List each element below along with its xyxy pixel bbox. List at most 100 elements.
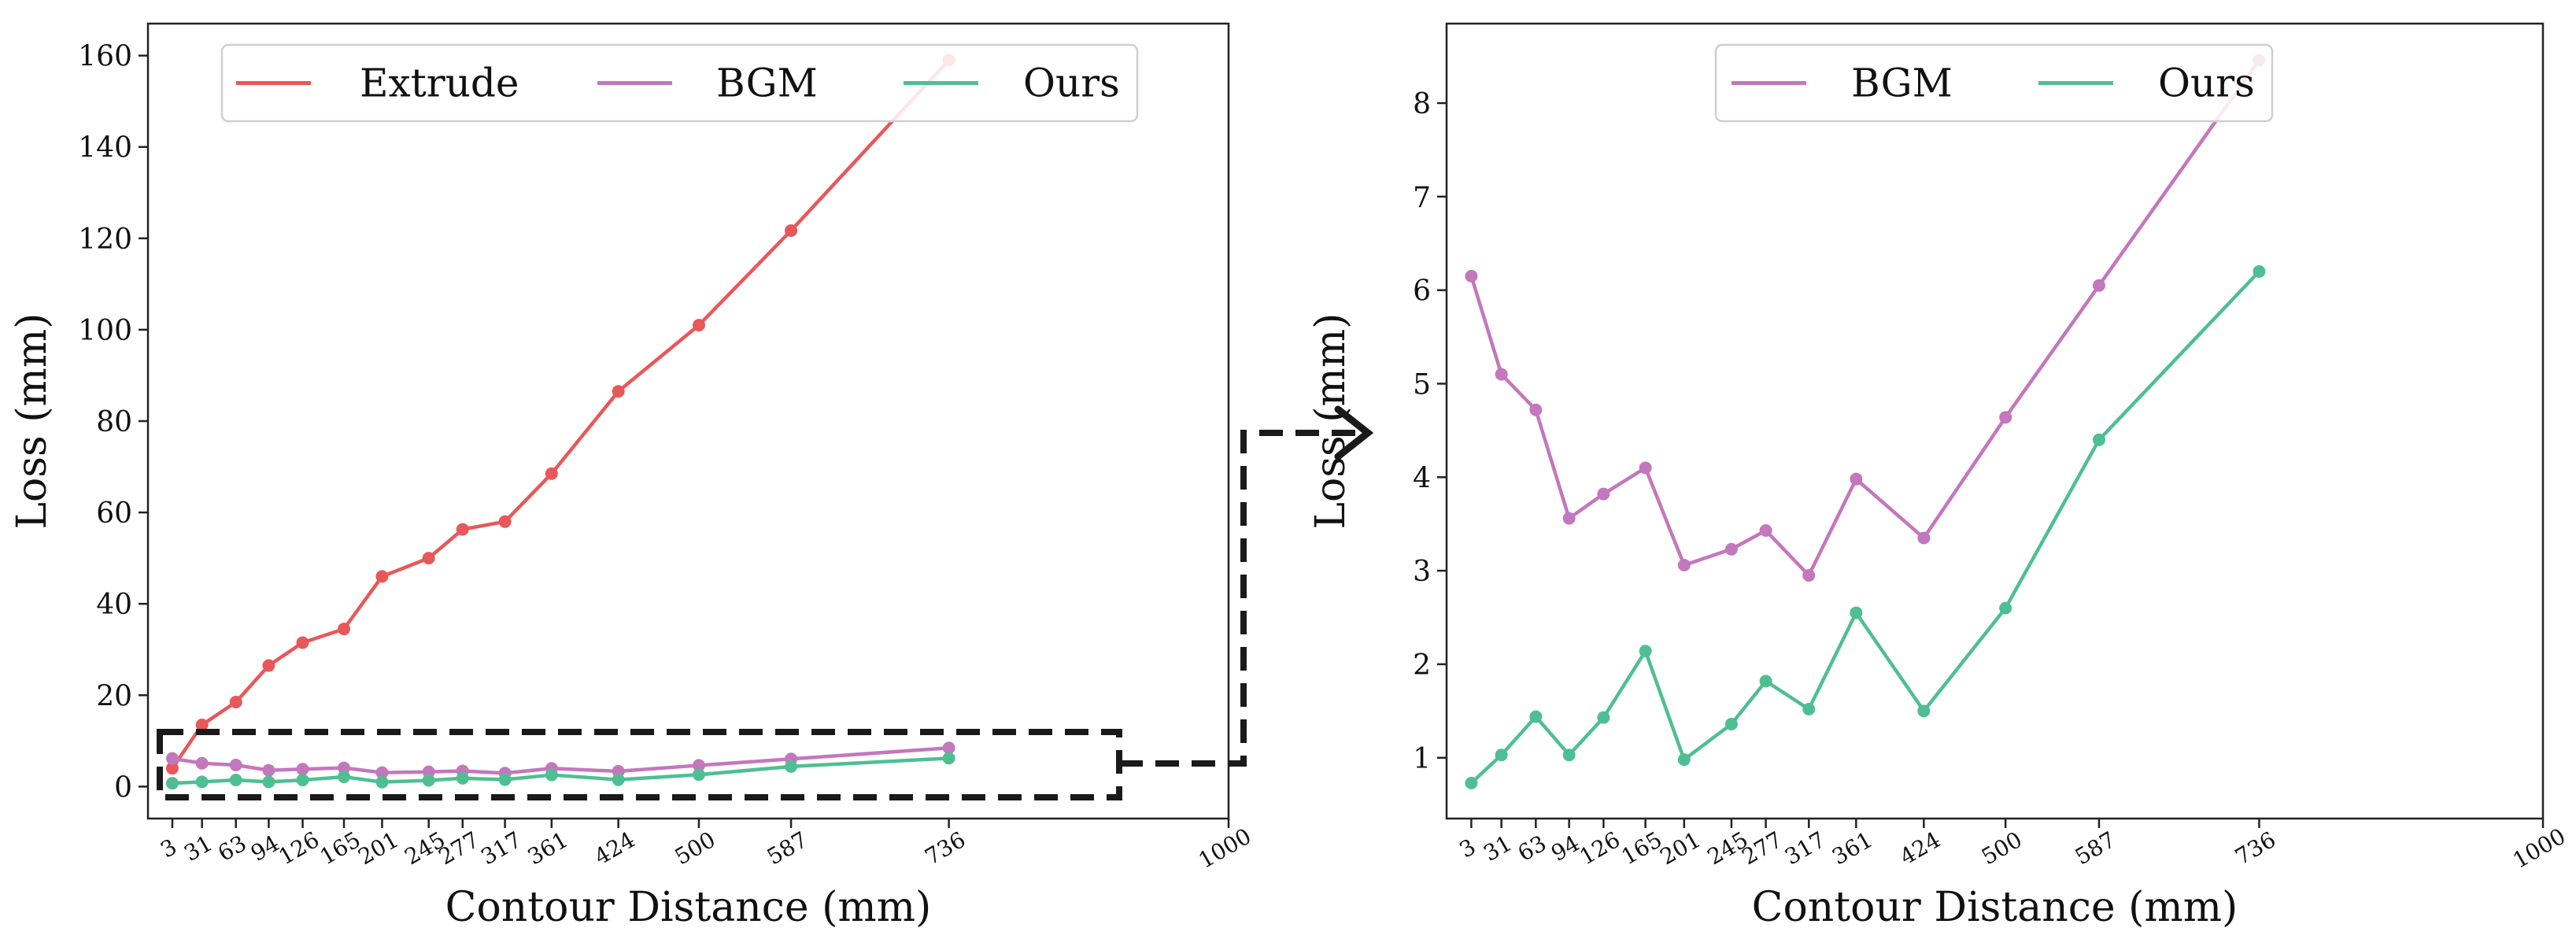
right-point-ours	[1917, 704, 1931, 718]
right-point-ours	[1724, 717, 1738, 730]
right-legend-label-bgm: BGM	[1851, 61, 1953, 106]
left-point-extrude	[195, 719, 209, 732]
right-point-bgm	[1639, 461, 1652, 475]
left-point-ours	[338, 770, 351, 783]
right-x-tick-label: 361	[1828, 826, 1877, 870]
right-x-tick-label: 736	[2230, 826, 2280, 870]
right-point-ours	[1529, 710, 1543, 723]
left-x-tick-label: 587	[763, 826, 812, 870]
left-x-tick-label: 317	[476, 826, 526, 870]
right-y-tick-label: 6	[1413, 275, 1431, 308]
right-x-tick-label: 424	[1895, 826, 1945, 870]
zoom-arrow-icon	[1334, 405, 1374, 460]
right-point-bgm	[1597, 487, 1610, 501]
left-point-bgm	[229, 758, 242, 771]
left-plot-frame	[146, 22, 1230, 820]
right-point-ours	[1597, 711, 1610, 724]
left-point-ours	[229, 774, 242, 787]
left-point-ours	[456, 771, 469, 785]
right-point-ours	[1639, 645, 1652, 658]
left-x-tick-label: 3	[156, 834, 181, 863]
right-x-tick-label: 317	[1780, 826, 1830, 870]
right-point-bgm	[1529, 403, 1543, 416]
right-legend-label-ours: Ours	[2158, 61, 2255, 106]
left-y-tick-label: 20	[96, 680, 132, 712]
left-x-tick-label: 736	[920, 826, 970, 870]
right-point-bgm	[2092, 279, 2105, 292]
right-y-tick-label: 1	[1413, 743, 1431, 775]
right-y-tick-label: 4	[1413, 462, 1431, 494]
left-point-bgm	[262, 763, 275, 777]
left-point-bgm	[195, 756, 209, 770]
left-point-bgm	[942, 741, 955, 755]
left-point-extrude	[612, 385, 625, 398]
right-y-tick-label: 3	[1413, 556, 1431, 588]
right-x-tick-label: 31	[1479, 830, 1516, 867]
right-x-tick-label: 500	[1977, 826, 2027, 870]
right-point-bgm	[1465, 269, 1478, 283]
left-point-ours	[785, 760, 798, 773]
right-point-bgm	[1677, 558, 1691, 571]
right-point-ours	[1495, 749, 1508, 762]
right-x-tick-label: 1000	[2508, 823, 2570, 874]
left-x-tick-label: 500	[671, 826, 720, 870]
left-x-tick-label: 424	[590, 826, 640, 870]
left-point-extrude	[456, 523, 469, 536]
left-point-extrude	[692, 319, 705, 332]
right-x-tick-label: 63	[1513, 830, 1550, 867]
right-point-bgm	[1850, 472, 1863, 486]
right-x-tick-label: 587	[2071, 826, 2120, 870]
left-point-ours	[545, 768, 558, 782]
left-y-tick-label: 40	[96, 589, 132, 621]
left-legend-label-ours: Ours	[1023, 61, 1120, 106]
left-point-extrude	[375, 570, 389, 583]
left-point-extrude	[296, 636, 309, 649]
left-point-extrude	[422, 552, 435, 565]
left-point-ours	[422, 774, 435, 787]
left-series-line-bgm	[172, 746, 949, 775]
right-y-tick-label: 5	[1413, 368, 1431, 401]
left-point-bgm	[338, 761, 351, 774]
right-point-bgm	[1495, 368, 1508, 381]
left-point-ours	[942, 752, 955, 765]
right-point-bgm	[1802, 569, 1816, 582]
right-point-bgm	[1917, 531, 1931, 545]
left-y-tick-label: 100	[78, 315, 132, 347]
right-x-tick-label: 201	[1656, 826, 1706, 870]
left-point-ours	[195, 775, 209, 789]
left-y-tick-label: 80	[96, 406, 132, 438]
left-point-extrude	[785, 224, 798, 237]
right-point-ours	[2092, 433, 2105, 446]
right-point-bgm	[1759, 524, 1772, 538]
right-x-tick-label: 277	[1737, 826, 1787, 870]
right-point-ours	[1999, 601, 2012, 615]
right-x-tick-label: 3	[1455, 834, 1480, 863]
right-point-bgm	[1999, 411, 2012, 424]
left-legend-box	[220, 43, 1139, 123]
left-point-extrude	[262, 659, 275, 672]
right-point-ours	[1802, 702, 1816, 715]
left-point-bgm	[296, 763, 309, 776]
left-x-axis-title: Contour Distance (mm)	[445, 884, 932, 931]
right-point-ours	[2253, 264, 2266, 278]
left-point-bgm	[165, 752, 179, 765]
right-point-ours	[1562, 749, 1576, 762]
left-point-ours	[692, 768, 705, 782]
left-point-extrude	[498, 515, 512, 528]
right-y-tick-label: 8	[1413, 88, 1431, 120]
left-y-tick-label: 160	[78, 41, 132, 73]
left-point-ours	[498, 773, 512, 786]
left-series-line-extrude	[171, 58, 951, 770]
right-plot-frame	[1445, 22, 2545, 820]
left-y-tick-label: 0	[114, 771, 132, 804]
left-point-ours	[165, 777, 179, 790]
right-series-line-ours	[1469, 270, 2261, 785]
zoom-connector-line	[1119, 430, 1362, 767]
left-point-ours	[375, 775, 389, 789]
right-x-axis-title: Contour Distance (mm)	[1752, 884, 2238, 931]
left-x-tick-label: 31	[179, 830, 216, 867]
right-y-tick-label: 7	[1413, 182, 1431, 214]
right-point-ours	[1759, 675, 1772, 688]
